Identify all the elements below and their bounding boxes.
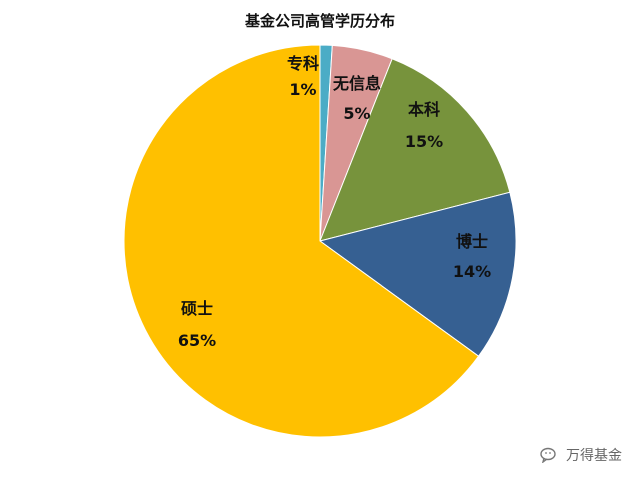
slice-percent-1: 1% [289,80,316,99]
chart-title: 基金公司高管学历分布 [244,12,395,30]
watermark-text: 万得基金 [566,448,622,464]
slice-percent-2: 5% [343,104,370,123]
slice-label-4: 博士 [456,232,488,251]
slice-label-3: 本科 [408,100,440,119]
pie-slice-3 [319,58,511,242]
wechat-icon [540,447,556,463]
slice-label-2: 无信息 [332,74,381,93]
pie-slice-5 [123,44,480,438]
slice-label-1: 专科 [287,54,319,73]
slice-percent-5: 65% [178,331,216,350]
pie-slice-4 [318,191,517,357]
slice-percent-3: 15% [405,132,443,151]
slice-percent-4: 14% [453,262,491,281]
slice-label-5: 硕士 [181,299,213,318]
watermark: 万得基金 [540,445,622,465]
